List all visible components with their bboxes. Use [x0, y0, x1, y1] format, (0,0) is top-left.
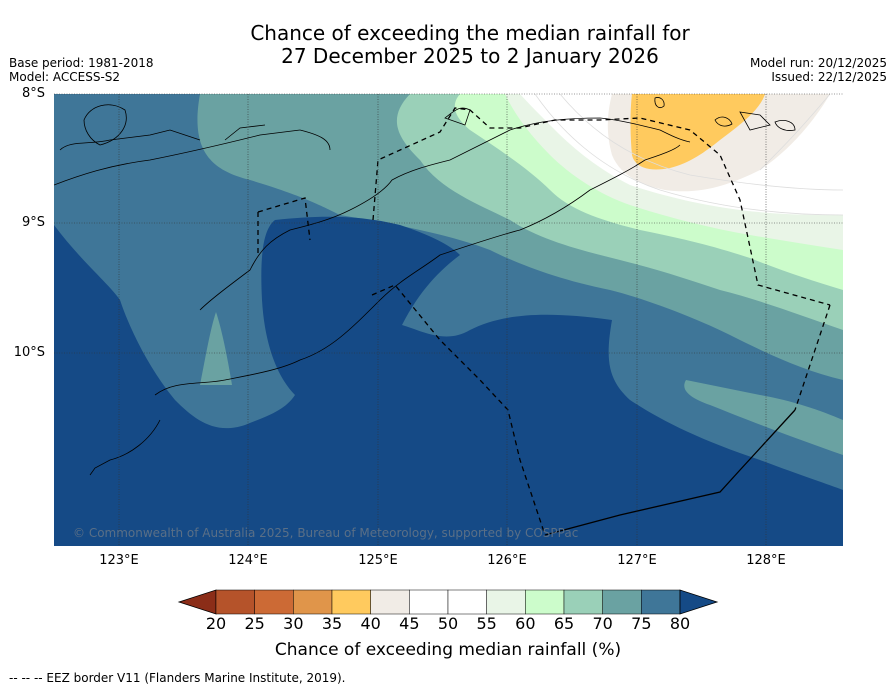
footnote: -- -- -- EEZ border V11 (Flanders Marine…	[9, 671, 346, 685]
colorbar-segment	[331, 589, 371, 615]
colorbar-segment	[525, 589, 565, 615]
lon-label-125e: 125°E	[358, 553, 398, 568]
colorbar-title: Chance of exceeding median rainfall (%)	[274, 640, 622, 660]
colorbar-segment	[293, 589, 333, 615]
colorbar-tick-label: 65	[553, 614, 575, 633]
contour-35-40	[630, 94, 765, 170]
lon-label-126e: 126°E	[487, 553, 527, 568]
colorbar-segment	[563, 589, 603, 615]
colorbar-tick-label: 40	[360, 614, 381, 633]
issued-text: Issued: 22/12/2025	[771, 70, 887, 84]
colorbar-tick-label: 20	[205, 614, 227, 633]
contour-island-patch	[200, 312, 232, 385]
colorbar-segment	[641, 589, 681, 615]
chart-title-line2: 27 December 2025 to 2 January 2026	[281, 44, 659, 68]
lon-label-123e: 123°E	[99, 553, 139, 568]
map-gridlines	[54, 93, 843, 546]
colorbar-segment	[486, 589, 526, 615]
colorbar-arrow-high	[679, 589, 719, 615]
colorbar-segment	[254, 589, 294, 615]
colorbar-tick-label: 60	[515, 614, 536, 633]
contour-75-80	[54, 216, 843, 546]
colorbar-segment	[409, 589, 449, 615]
colorbar-tick-label: 55	[476, 614, 497, 633]
chart-title-line1: Chance of exceeding the median rainfall …	[250, 21, 690, 45]
lat-label-9s: 9°S	[21, 215, 45, 230]
copyright-text: © Commonwealth of Australia 2025, Bureau…	[73, 526, 579, 540]
colorbar-tick-label: 25	[244, 614, 265, 633]
model-run-text: Model run: 20/12/2025	[749, 56, 887, 70]
eez-border	[257, 107, 831, 536]
meta-right: Model run: 20/12/2025 Issued: 22/12/2025	[750, 56, 887, 84]
colorbar-segment	[447, 589, 487, 615]
colorbar-tick-label: 45	[399, 614, 420, 633]
lat-label-10s: 10°S	[13, 345, 45, 360]
colorbar-tick-label: 50	[437, 614, 459, 633]
lon-label-128e: 128°E	[746, 553, 786, 568]
colorbar-tick-label: 80	[669, 614, 691, 633]
colorbar-segment	[370, 589, 410, 615]
colorbar-tick-label: 75	[631, 614, 652, 633]
meta-left: Base period: 1981-2018 Model: ACCESS-S2	[9, 56, 154, 84]
model-text: Model: ACCESS-S2	[9, 70, 121, 84]
colorbar-tick-label: 70	[592, 614, 613, 633]
coastline	[54, 97, 796, 476]
colorbar-tick-label: 35	[321, 614, 343, 633]
lat-label-8s: 8°S	[21, 86, 45, 101]
base-period-text: Base period: 1981-2018	[9, 56, 154, 70]
contour-65-70-lower	[684, 380, 843, 455]
minor-contour-lines	[534, 94, 843, 216]
colorbar-segment	[215, 589, 255, 615]
colorbar-segment	[602, 589, 642, 615]
lon-label-124e: 124°E	[228, 553, 268, 568]
colorbar-segments	[177, 589, 719, 615]
colorbar-arrow-low	[177, 589, 217, 615]
colorbar-tick-label: 30	[283, 614, 304, 633]
map-contours	[54, 94, 843, 546]
lon-label-127e: 127°E	[617, 553, 657, 568]
